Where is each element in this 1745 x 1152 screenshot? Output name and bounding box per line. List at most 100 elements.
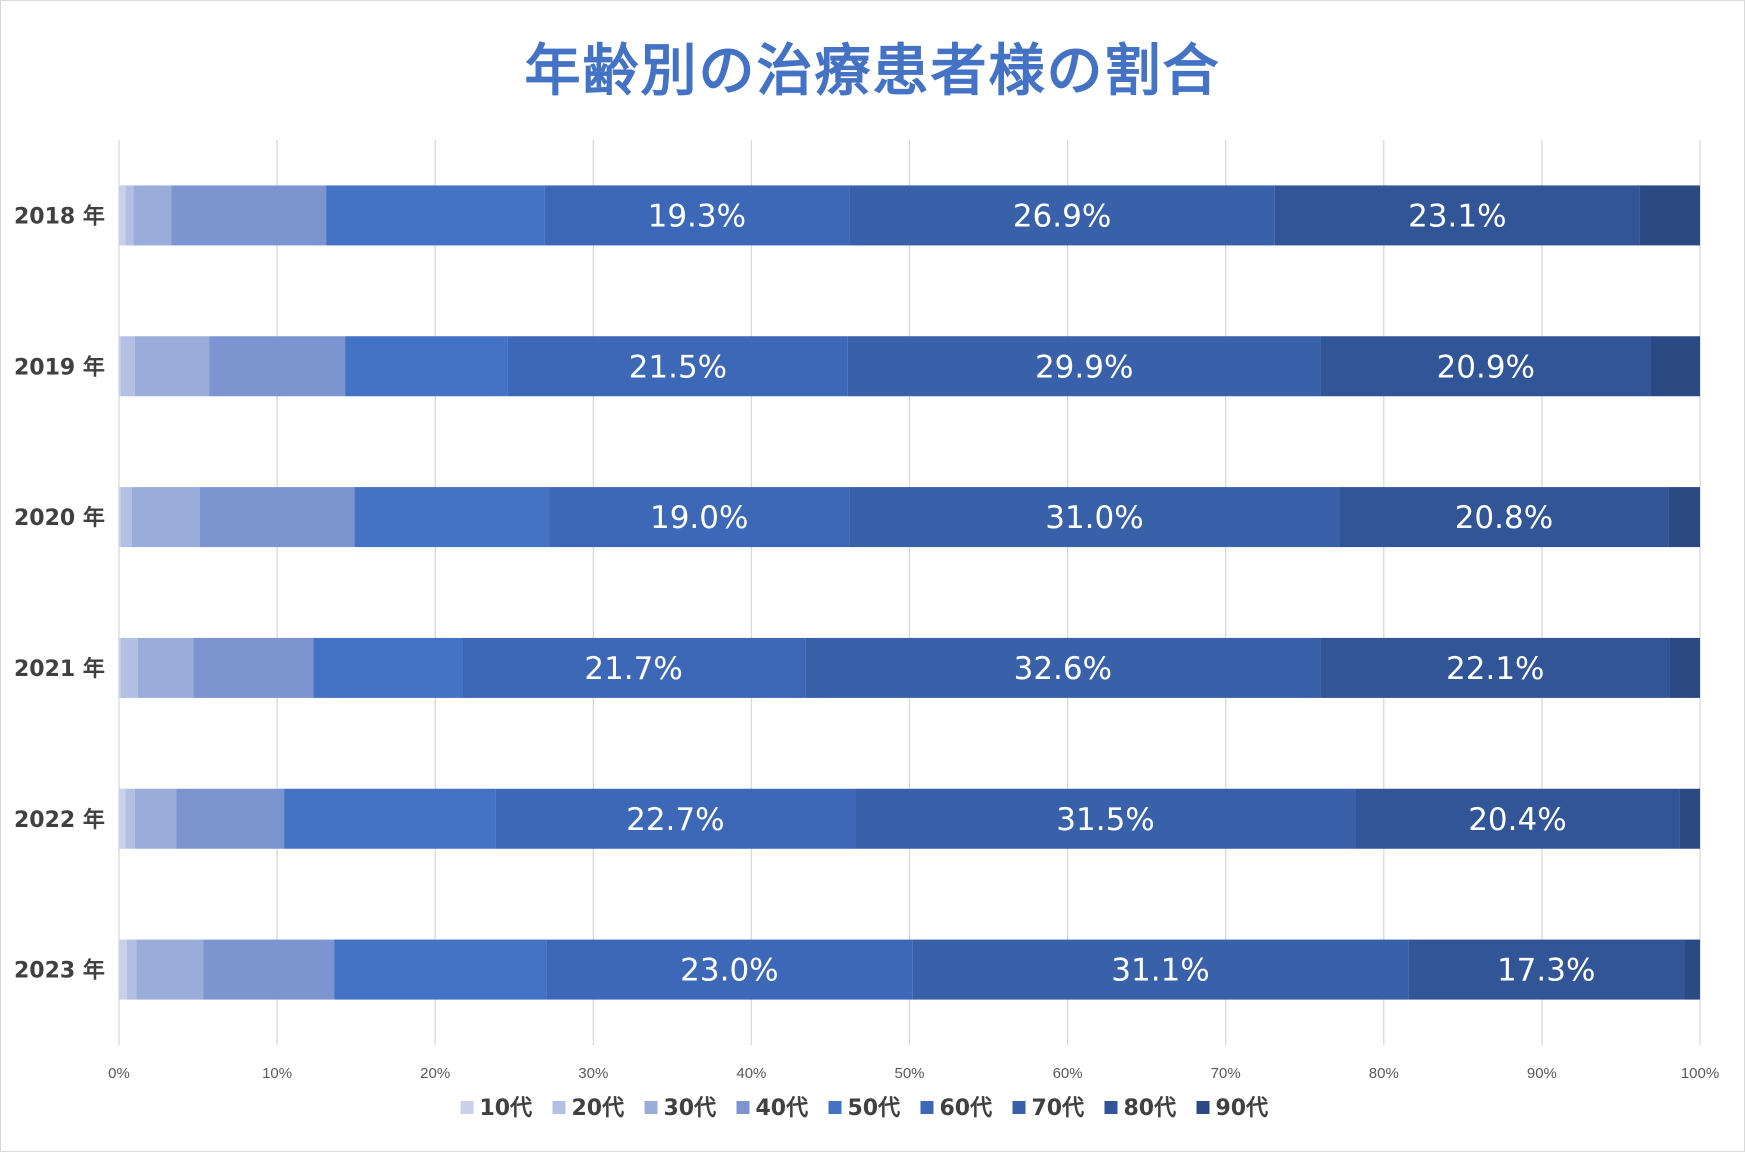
x-tick-label: 70% bbox=[1211, 1065, 1241, 1082]
legend-swatch bbox=[552, 1101, 566, 1114]
bar-segment bbox=[1320, 637, 1670, 698]
data-label: 20.8% bbox=[1455, 500, 1553, 536]
bar-segment bbox=[120, 637, 138, 698]
bar-segment bbox=[134, 788, 177, 849]
legend-swatch bbox=[644, 1101, 658, 1114]
bar-segment bbox=[849, 185, 1275, 246]
bar-segment bbox=[134, 336, 210, 397]
x-tick-label: 30% bbox=[578, 1065, 608, 1082]
x-tick-label: 80% bbox=[1369, 1065, 1399, 1082]
bar-segment bbox=[131, 487, 200, 548]
chart-title: 年齢別の治療患者様の割合 bbox=[524, 39, 1221, 102]
bar-segment bbox=[849, 487, 1340, 548]
bar-segment bbox=[119, 185, 126, 246]
bar-segment bbox=[1650, 336, 1700, 397]
bar-segment bbox=[171, 185, 327, 246]
bar-segment bbox=[1320, 336, 1651, 397]
bar-segment bbox=[1339, 487, 1669, 548]
legend-swatch bbox=[1104, 1101, 1118, 1114]
x-tick-label: 60% bbox=[1053, 1065, 1083, 1082]
data-label: 29.9% bbox=[1035, 349, 1133, 385]
bar-segment bbox=[1669, 637, 1700, 698]
data-label: 21.5% bbox=[629, 349, 727, 385]
data-label: 19.0% bbox=[650, 500, 748, 536]
bar-segment bbox=[1408, 939, 1685, 1000]
x-tick-label: 0% bbox=[108, 1065, 130, 1082]
bar-segment bbox=[354, 487, 550, 548]
bar-segment bbox=[176, 788, 285, 849]
data-label: 22.7% bbox=[626, 802, 724, 838]
data-label: 23.1% bbox=[1408, 198, 1506, 234]
legend-swatch bbox=[460, 1101, 474, 1114]
data-label: 17.3% bbox=[1497, 953, 1595, 989]
legend-label: 30代 bbox=[664, 1096, 717, 1121]
legend-label: 40代 bbox=[756, 1096, 809, 1121]
bar-segment bbox=[119, 637, 121, 698]
bar-segment bbox=[1355, 788, 1680, 849]
bar-segment bbox=[209, 336, 346, 397]
legend-swatch bbox=[1196, 1101, 1210, 1114]
bar-segment bbox=[125, 185, 134, 246]
legend-label: 80代 bbox=[1124, 1096, 1177, 1121]
bar-segment bbox=[119, 336, 121, 397]
data-label: 31.0% bbox=[1045, 500, 1143, 536]
category-label: 2023 年 bbox=[14, 958, 105, 984]
data-label: 31.1% bbox=[1111, 953, 1209, 989]
bar-segment bbox=[120, 487, 132, 548]
legend-label: 10代 bbox=[480, 1096, 533, 1121]
bar-segment bbox=[203, 939, 335, 1000]
data-label: 31.5% bbox=[1056, 802, 1154, 838]
bar-segment bbox=[1668, 487, 1700, 548]
bar-segment bbox=[313, 637, 463, 698]
bar-segment bbox=[462, 637, 806, 698]
data-label: 26.9% bbox=[1013, 198, 1111, 234]
data-label: 32.6% bbox=[1014, 651, 1112, 687]
data-label: 22.1% bbox=[1446, 651, 1544, 687]
bar-segment bbox=[546, 939, 913, 1000]
legend-label: 20代 bbox=[572, 1096, 625, 1121]
bar-segment bbox=[855, 788, 1356, 849]
legend-label: 70代 bbox=[1032, 1096, 1085, 1121]
category-label: 2018 年 bbox=[14, 203, 105, 229]
bar-segment bbox=[1274, 185, 1640, 246]
bar-segment bbox=[137, 637, 194, 698]
x-tick-label: 50% bbox=[894, 1065, 924, 1082]
legend-swatch bbox=[828, 1101, 842, 1114]
bar-segment bbox=[334, 939, 547, 1000]
bar-segment bbox=[199, 487, 355, 548]
legend-swatch bbox=[736, 1101, 750, 1114]
bar-segment bbox=[495, 788, 856, 849]
bar-segment bbox=[136, 939, 204, 1000]
bar-segment bbox=[507, 336, 848, 397]
bar-segment bbox=[193, 637, 314, 698]
bar-segment bbox=[326, 185, 545, 246]
bar-segment bbox=[544, 185, 850, 246]
bar-segment bbox=[912, 939, 1409, 1000]
category-label: 2019 年 bbox=[14, 354, 105, 380]
bar-segment bbox=[126, 939, 137, 1000]
bar-segment bbox=[284, 788, 496, 849]
category-label: 2020 年 bbox=[14, 505, 105, 531]
bar-segment bbox=[119, 939, 127, 1000]
x-tick-label: 20% bbox=[420, 1065, 450, 1082]
bar-segment bbox=[549, 487, 850, 548]
x-tick-label: 10% bbox=[262, 1065, 292, 1082]
data-label: 20.9% bbox=[1437, 349, 1535, 385]
x-tick-label: 90% bbox=[1527, 1065, 1557, 1082]
legend-label: 50代 bbox=[848, 1096, 901, 1121]
x-tick-label: 40% bbox=[736, 1065, 766, 1082]
data-label: 20.4% bbox=[1468, 802, 1566, 838]
legend-swatch bbox=[1012, 1101, 1026, 1114]
bar-segment bbox=[125, 788, 135, 849]
bar-segment bbox=[119, 788, 126, 849]
data-label: 19.3% bbox=[648, 198, 746, 234]
legend-label: 60代 bbox=[940, 1096, 993, 1121]
bar-segment bbox=[119, 487, 121, 548]
bar-segment bbox=[805, 637, 1321, 698]
bar-segment bbox=[133, 185, 172, 246]
bar-segment bbox=[1684, 939, 1700, 1000]
category-label: 2022 年 bbox=[14, 807, 105, 833]
bar-segment bbox=[847, 336, 1321, 397]
legend-label: 90代 bbox=[1216, 1096, 1269, 1121]
bar-segment bbox=[120, 336, 135, 397]
